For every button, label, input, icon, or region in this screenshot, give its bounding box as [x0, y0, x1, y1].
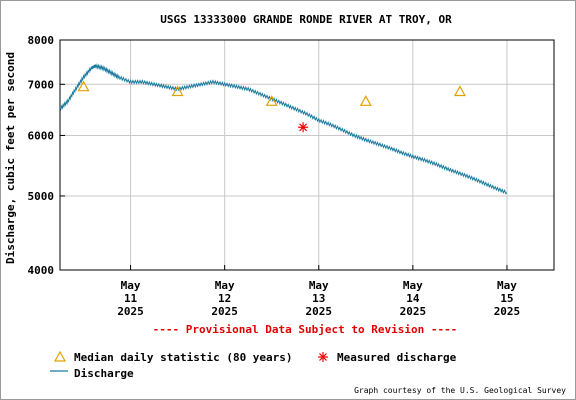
y-axis-ticks: 4000 5000 6000 7000 8000	[28, 34, 65, 277]
y-axis-label: Discharge, cubic feet per second	[4, 52, 17, 264]
x-tick-month: May	[403, 279, 423, 292]
legend-measured-label: Measured discharge	[337, 351, 457, 364]
x-tick-month: May	[215, 279, 235, 292]
median-marker	[77, 80, 90, 92]
x-tick-day: 14	[406, 292, 420, 305]
x-tick-year: 2025	[117, 305, 144, 318]
x-tick-day: 12	[218, 292, 231, 305]
y-tick-label: 6000	[28, 129, 55, 142]
x-tick-month: May	[309, 279, 329, 292]
x-tick-month: May	[121, 279, 141, 292]
legend-triangle-icon	[53, 350, 67, 362]
x-tick-year: 2025	[400, 305, 427, 318]
legend: Median daily statistic (80 years) Measur…	[50, 350, 457, 380]
legend-median-label: Median daily statistic (80 years)	[74, 351, 293, 364]
x-tick-year: 2025	[494, 305, 521, 318]
x-tick-day: 15	[500, 292, 513, 305]
series-layer	[59, 62, 508, 195]
y-tick-label: 8000	[28, 34, 55, 47]
provisional-annotation: ---- Provisional Data Subject to Revisio…	[153, 323, 458, 336]
median-marker	[171, 85, 184, 97]
median-marker	[359, 95, 372, 106]
x-tick-day: 11	[124, 292, 138, 305]
median-marker	[453, 85, 466, 97]
y-tick-label: 4000	[28, 264, 55, 277]
legend-asterisk-icon	[318, 352, 328, 362]
measured-marker	[298, 122, 309, 133]
x-axis-ticks: May112025May122025May132025May142025May1…	[117, 265, 520, 318]
y-tick-label: 5000	[28, 190, 55, 203]
x-tick-year: 2025	[306, 305, 333, 318]
median-marker	[265, 95, 278, 106]
discharge-line	[59, 62, 508, 195]
x-tick-month: May	[497, 279, 517, 292]
plot-area	[60, 40, 554, 270]
x-tick-year: 2025	[211, 305, 238, 318]
y-tick-label: 7000	[28, 78, 55, 91]
chart-title: USGS 13333000 GRANDE RONDE RIVER AT TROY…	[160, 13, 452, 26]
credit-text: Graph courtesy of the U.S. Geological Su…	[354, 386, 566, 395]
legend-discharge-label: Discharge	[74, 367, 134, 380]
plot-border	[59, 39, 555, 271]
x-tick-day: 13	[312, 292, 325, 305]
